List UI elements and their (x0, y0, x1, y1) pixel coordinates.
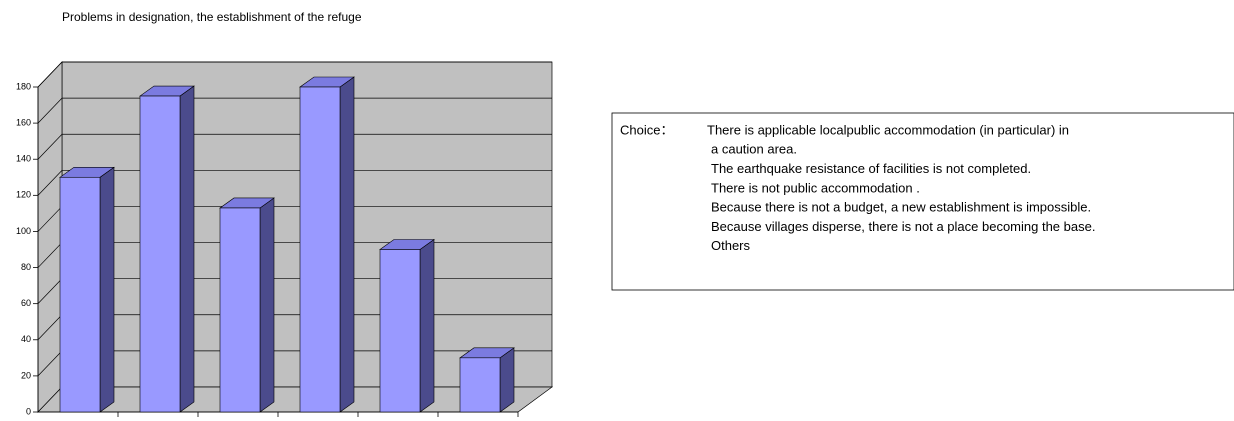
grid-line (37, 278, 63, 304)
legend-line: There is applicable localpublic accommod… (707, 122, 1069, 137)
grid-line (37, 206, 63, 232)
y-tick-label: 180 (16, 81, 31, 91)
bar-side (99, 166, 115, 413)
grid-line (37, 97, 63, 124)
y-tick-label: 0 (26, 406, 31, 416)
grid-line (37, 242, 63, 268)
legend-title: Choice： (620, 122, 673, 137)
y-tick-label: 120 (16, 190, 31, 200)
grid-line (37, 133, 63, 160)
bar (299, 86, 341, 413)
bar-side (339, 76, 355, 413)
bar-side (259, 197, 275, 413)
legend-line: a caution area. (711, 142, 797, 157)
bar-side (499, 347, 515, 413)
grid-line (37, 170, 63, 196)
y-tick-label: 40 (21, 334, 31, 344)
bar-side (179, 85, 195, 413)
chart-title: Problems in designation, the establishme… (62, 10, 362, 24)
bar (139, 95, 181, 413)
y-tick-label: 80 (21, 262, 31, 272)
bar-side (419, 238, 435, 413)
grid-line (37, 61, 63, 88)
y-tick-label: 100 (16, 226, 31, 236)
bar (59, 176, 101, 413)
side-wall (37, 61, 63, 413)
legend-line: Because villages disperse, there is not … (711, 219, 1095, 234)
bar (219, 207, 261, 413)
legend-line: There is not public accommodation . (711, 180, 920, 195)
y-tick-label: 20 (21, 370, 31, 380)
grid-line (37, 314, 63, 341)
legend-line: The earthquake resistance of facilities … (711, 161, 1031, 176)
legend-box (611, 112, 1234, 291)
y-tick-label: 140 (16, 154, 31, 164)
y-tick-label: 160 (16, 117, 31, 127)
bar (379, 249, 421, 413)
grid-line (37, 350, 63, 377)
bar (459, 357, 501, 413)
legend-line: Because there is not a budget, a new est… (711, 200, 1091, 215)
legend-line: Others (711, 238, 751, 253)
y-tick-label: 60 (21, 298, 31, 308)
